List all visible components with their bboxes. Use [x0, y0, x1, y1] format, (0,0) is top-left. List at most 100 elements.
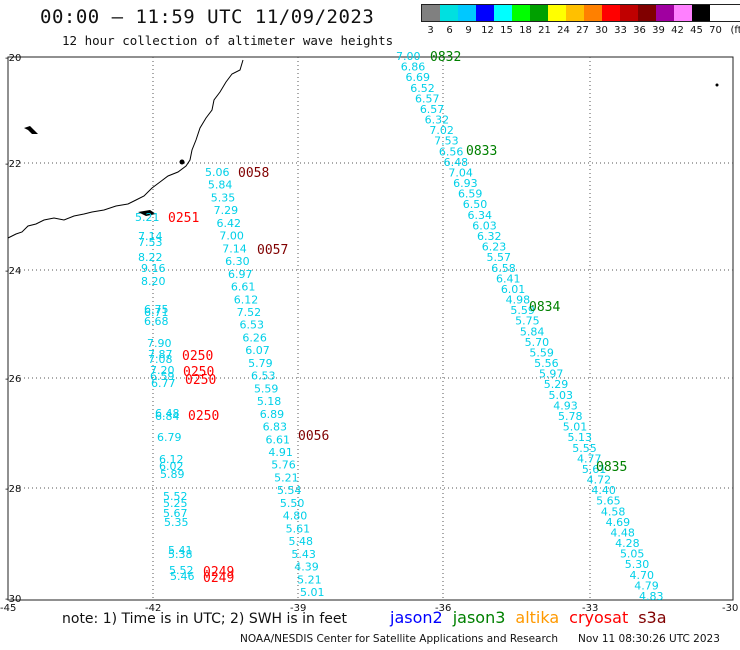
- wave-height-value: 6.97: [228, 268, 253, 281]
- legend-label: 3: [427, 25, 434, 36]
- time-label: 0835: [596, 460, 627, 475]
- wave-height-value: 4.77: [577, 452, 602, 465]
- satellite-s3a: s3a: [638, 608, 667, 627]
- satellite-jason2: jason2: [390, 608, 443, 627]
- wave-height-value: 6.61: [231, 281, 256, 294]
- wave-height-value: 6.48: [444, 156, 469, 169]
- wave-height-value: 5.84: [520, 325, 545, 338]
- wave-height-value: 5.59: [254, 382, 279, 395]
- island: [24, 126, 38, 134]
- wave-height-value: 6.61: [265, 433, 290, 446]
- time-label: 0832: [430, 50, 461, 65]
- wave-height-value: 5.35: [211, 191, 236, 204]
- wave-height-value: 6.89: [260, 408, 285, 421]
- wave-height-value: 6.41: [496, 272, 521, 285]
- wave-height-value: 5.75: [515, 315, 540, 328]
- wave-height-value: 5.21: [274, 471, 299, 484]
- legend-swatch: [584, 5, 602, 21]
- legend-swatch: [656, 5, 674, 21]
- wave-height-value: 5.59: [510, 304, 534, 317]
- lon-label: -36: [435, 603, 451, 614]
- wave-height-value: 5.21: [297, 573, 322, 586]
- wave-height-value: 8.22: [138, 251, 163, 264]
- wave-height-value: 6.30: [225, 255, 250, 268]
- time-label: 0834: [529, 300, 560, 315]
- wave-height-value: 4.79: [634, 579, 659, 592]
- lon-label: -39: [290, 603, 306, 614]
- time-label: 0251: [168, 211, 199, 226]
- wave-height-value: 4.91: [268, 446, 293, 459]
- wave-height-value: 7.53: [138, 236, 163, 249]
- legend-label: 6: [446, 25, 453, 36]
- lat-label: -22: [5, 159, 21, 170]
- wave-height-value: 6.93: [453, 177, 478, 190]
- satellite-altika: altika: [515, 608, 560, 627]
- wave-height-value: 6.02: [159, 460, 184, 473]
- wave-height-value: 5.43: [291, 548, 316, 561]
- legend-label: 45: [690, 25, 703, 36]
- wave-height-value: 6.71: [144, 306, 169, 319]
- map-frame: [7, 56, 734, 601]
- wave-height-value: 6.26: [242, 331, 267, 344]
- wave-height-value: 8.20: [141, 275, 166, 288]
- lon-label: -45: [0, 603, 16, 614]
- wave-height-value: 5.52: [163, 490, 188, 503]
- legend-swatch: [494, 5, 512, 21]
- wave-height-value: 5.01: [563, 421, 588, 434]
- wave-height-value: 4.28: [615, 537, 640, 550]
- legend-swatch: [530, 5, 548, 21]
- wave-height-value: 4.70: [629, 569, 654, 582]
- time-label: 0250: [183, 365, 214, 380]
- legend-label: 18: [519, 25, 532, 36]
- wave-height-value: 5.21: [135, 211, 160, 224]
- wave-height-value: 7.14: [222, 242, 247, 255]
- wave-height-value: 6.69: [406, 71, 431, 84]
- wave-height-value: 5.59: [529, 346, 554, 359]
- wave-height-value: 6.32: [477, 230, 502, 243]
- wave-height-value: 7.14: [138, 230, 163, 243]
- wave-height-value: 7.08: [148, 353, 173, 366]
- time-label: 0057: [257, 243, 288, 258]
- wave-height-value: 4.80: [283, 510, 308, 523]
- lon-label: -30: [722, 603, 738, 614]
- page-subtitle: 12 hour collection of altimeter wave hei…: [62, 33, 394, 48]
- wave-height-value: 6.56: [439, 145, 464, 158]
- time-label: 0833: [466, 144, 497, 159]
- wave-height-value: 5.01: [300, 586, 325, 599]
- wave-height-value: 4.40: [591, 484, 616, 497]
- wave-height-value: 6.53: [240, 319, 265, 332]
- wave-height-value: 5.38: [168, 548, 193, 561]
- legend-label: 15: [500, 25, 513, 36]
- wave-height-value: 6.01: [501, 283, 525, 296]
- lat-label: -30: [5, 594, 21, 605]
- wave-height-value: 7.00: [219, 230, 244, 243]
- island: [179, 159, 185, 165]
- time-label: 0058: [238, 166, 269, 181]
- wave-height-value: 9.16: [141, 262, 166, 275]
- wave-height-value: 5.06: [205, 166, 230, 179]
- legend-label: 30: [595, 25, 608, 36]
- time-labels: 0832083308340835005800570056025102500250…: [168, 50, 627, 586]
- footnote: note: 1) Time is in UTC; 2) SWH is in fe…: [62, 611, 348, 627]
- wave-height-value: 5.41: [168, 544, 193, 557]
- wave-height-value: 5.67: [163, 507, 188, 520]
- lat-label: -26: [5, 374, 21, 385]
- legend-label: 36: [633, 25, 646, 36]
- wave-height-value: 6.57: [420, 103, 445, 116]
- generated-timestamp: Nov 11 08:30:26 UTC 2023: [578, 633, 720, 645]
- legend-swatch: [548, 5, 566, 21]
- legend-swatch: [440, 5, 458, 21]
- time-label: 0249: [203, 565, 234, 580]
- time-label: 0056: [298, 429, 329, 444]
- wave-height-value: 5.57: [487, 251, 512, 264]
- wave-height-value: 6.59: [458, 188, 483, 201]
- wave-height-value: 4.98: [506, 294, 531, 307]
- axis-labels: -20-22-24-26-28-30-45 -42 -39 -36 -33 -30: [0, 53, 738, 614]
- wave-height-value: 4.83: [639, 590, 664, 603]
- wave-height-value: 6.86: [401, 61, 426, 74]
- wave-height-value: 5.54: [277, 484, 302, 497]
- wave-height-value: 6.42: [217, 217, 242, 230]
- wave-height-value: 5.25: [163, 497, 188, 510]
- wave-height-value: 5.89: [160, 468, 185, 481]
